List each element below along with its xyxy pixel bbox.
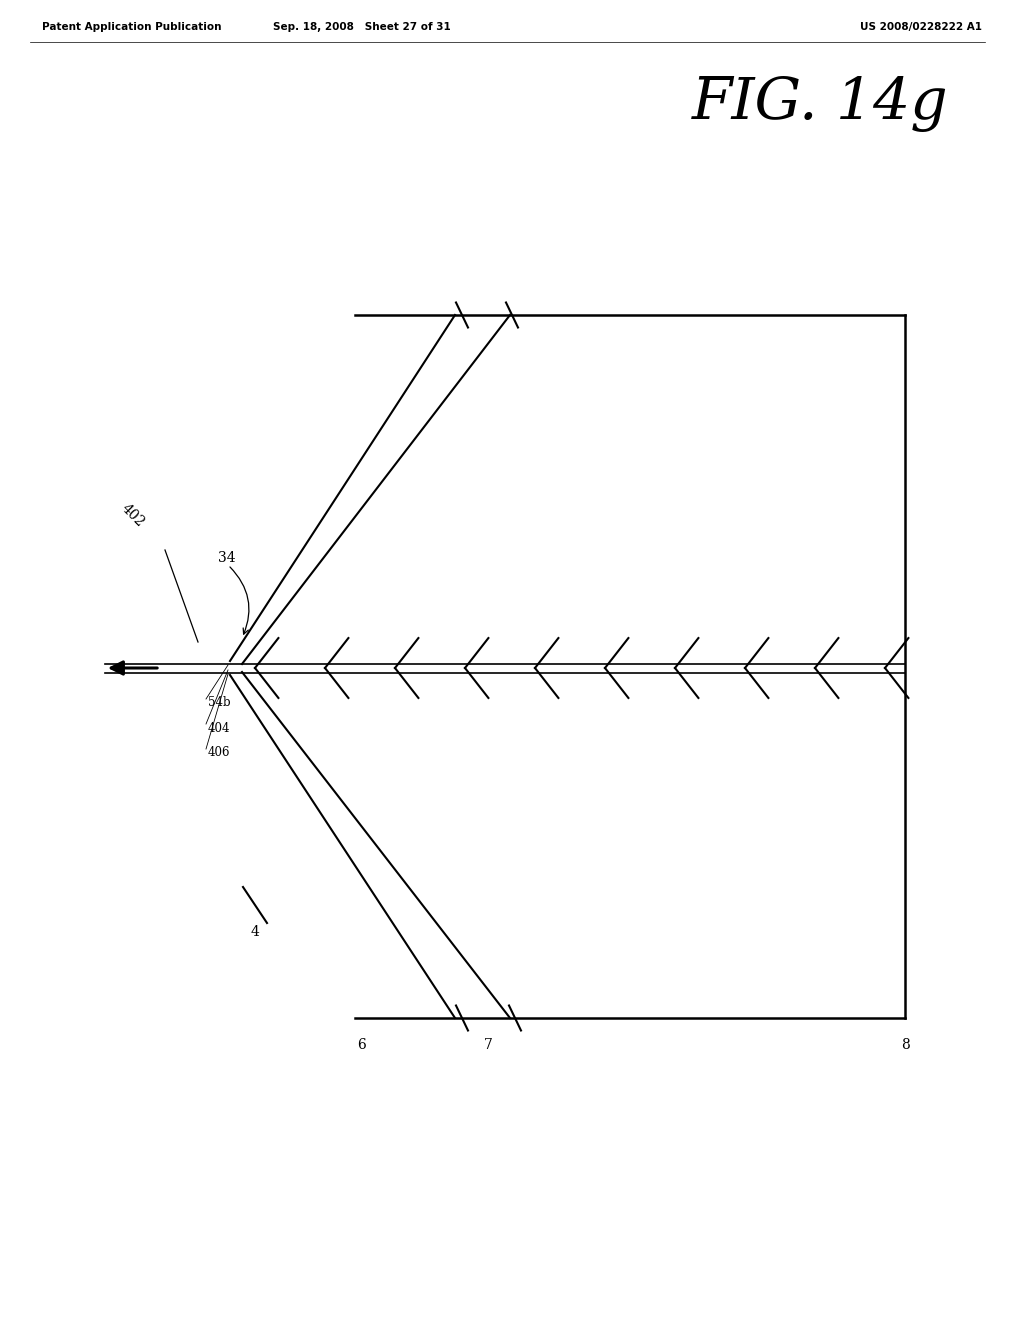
Text: 7: 7 <box>483 1038 493 1052</box>
Text: 406: 406 <box>208 747 230 759</box>
Text: 4: 4 <box>251 925 259 939</box>
Text: 34: 34 <box>218 550 236 565</box>
Text: 54b: 54b <box>208 697 230 710</box>
Text: 8: 8 <box>901 1038 909 1052</box>
Text: Sep. 18, 2008   Sheet 27 of 31: Sep. 18, 2008 Sheet 27 of 31 <box>273 22 451 32</box>
Text: 6: 6 <box>357 1038 367 1052</box>
Text: 404: 404 <box>208 722 230 734</box>
Text: FIG. 14g: FIG. 14g <box>691 75 948 132</box>
Text: 402: 402 <box>118 500 146 529</box>
Text: Patent Application Publication: Patent Application Publication <box>42 22 221 32</box>
Text: US 2008/0228222 A1: US 2008/0228222 A1 <box>860 22 982 32</box>
